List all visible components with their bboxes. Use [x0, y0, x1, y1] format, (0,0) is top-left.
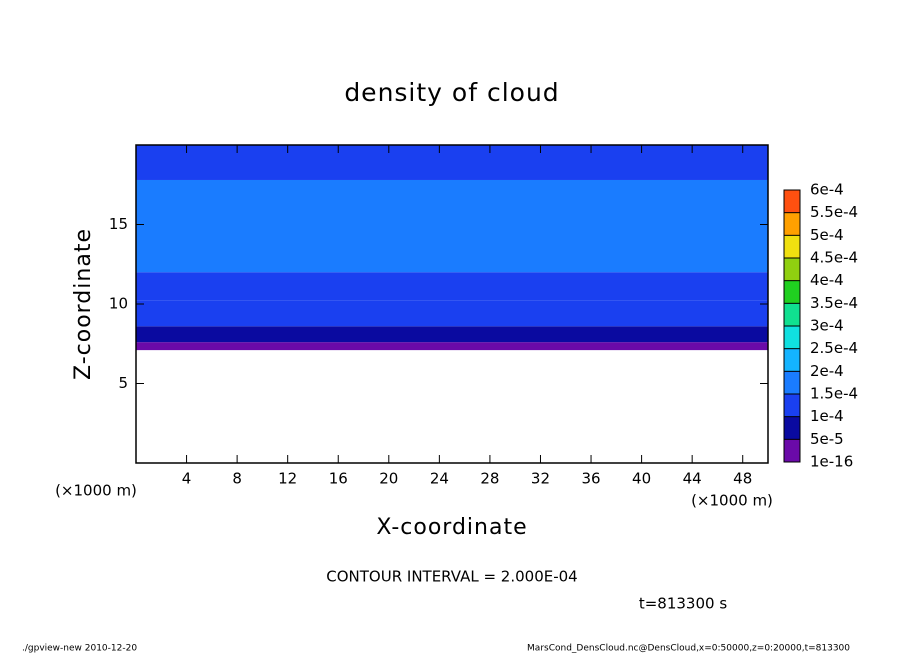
colorbar-label: 2e-4 [810, 362, 844, 380]
x-tick-label: 28 [480, 470, 499, 488]
x-tick-label: 12 [278, 470, 297, 488]
contour-band [136, 272, 768, 301]
y-axis-label: Z-coordinate [71, 228, 96, 380]
contour-band [136, 145, 768, 180]
colorbar-band [784, 394, 800, 417]
colorbar-label: 1.5e-4 [810, 385, 858, 403]
chart-title: density of cloud [344, 78, 559, 107]
footer-left: ./gpview-new 2010-12-20 [22, 644, 137, 654]
x-tick-label: 32 [531, 470, 550, 488]
colorbar-label: 5e-4 [810, 226, 844, 244]
colorbar-label: 5e-5 [810, 430, 844, 448]
x-tick-label: 8 [232, 470, 242, 488]
contour-band [136, 179, 768, 273]
x-tick-label: 44 [683, 470, 702, 488]
x-tick-label: 40 [632, 470, 651, 488]
colorbar-label: 3e-4 [810, 317, 844, 335]
colorbar-label: 1e-4 [810, 407, 844, 425]
colorbar-band [784, 190, 800, 213]
colorbar-band [784, 212, 800, 236]
colorbar-band [784, 371, 800, 394]
colorbar-label: 5.5e-4 [810, 203, 858, 221]
colorbar-label: 3.5e-4 [810, 294, 858, 312]
colorbar-label: 1e-16 [810, 453, 853, 471]
y-tick-label: 5 [118, 374, 128, 392]
colorbar-band [784, 348, 800, 372]
x-tick-label: 48 [733, 470, 752, 488]
footer-right: MarsCond_DensCloud.nc@DensCloud,x=0:5000… [527, 644, 850, 654]
colorbar-band [784, 280, 800, 304]
colorbar-band [784, 416, 800, 440]
colorbar-band [784, 326, 800, 349]
contour-interval: CONTOUR INTERVAL = 2.000E-04 [326, 568, 577, 586]
contour-band [136, 300, 768, 327]
y-unit: (×1000 m) [55, 482, 137, 500]
colorbar-label: 2.5e-4 [810, 339, 858, 357]
x-axis-label: X-coordinate [376, 515, 527, 540]
y-tick-label: 10 [109, 295, 128, 313]
contour-band [136, 342, 768, 351]
colorbar-band [784, 258, 800, 281]
x-unit: (×1000 m) [691, 492, 773, 510]
colorbar-label: 6e-4 [810, 181, 844, 199]
time-label: t=813300 s [639, 595, 727, 613]
colorbar-label: 4e-4 [810, 271, 844, 289]
colorbar-band [784, 235, 800, 258]
y-tick-label: 15 [109, 215, 128, 233]
x-tick-label: 4 [182, 470, 192, 488]
x-tick-label: 16 [329, 470, 348, 488]
x-tick-label: 20 [379, 470, 398, 488]
colorbar-band [784, 439, 800, 462]
contour-band [136, 326, 768, 343]
colorbar-band [784, 303, 800, 326]
colorbar-label: 4.5e-4 [810, 249, 858, 267]
x-tick-label: 24 [430, 470, 449, 488]
x-tick-label: 36 [581, 470, 600, 488]
